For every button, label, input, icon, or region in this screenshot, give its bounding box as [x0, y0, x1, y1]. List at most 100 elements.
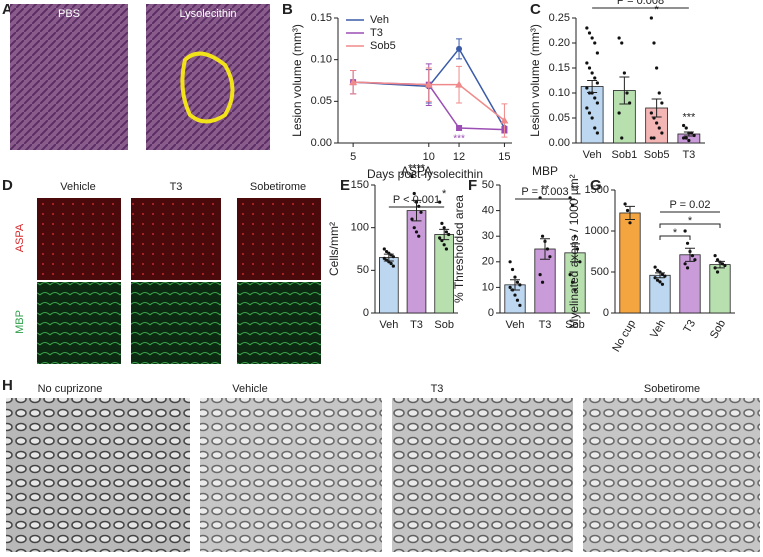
significance-bracket	[659, 223, 721, 228]
data-point	[545, 247, 550, 251]
panel-label: A	[2, 1, 13, 18]
error-bar	[685, 247, 695, 262]
error-bar	[625, 205, 635, 221]
error-bar	[383, 253, 394, 262]
x-tick-label: T3	[539, 319, 552, 331]
data-point	[548, 255, 552, 259]
chart-title: ASPA	[401, 164, 432, 178]
y-tick-label: 40	[482, 205, 494, 217]
y-axis-label: Lesion volume (mm³)	[290, 24, 304, 137]
data-point	[444, 230, 449, 234]
data-point	[585, 106, 589, 110]
error-bar	[715, 260, 725, 269]
bar	[709, 264, 731, 314]
fluorescence-image	[131, 198, 221, 280]
significance-label: *	[673, 227, 678, 239]
data-point	[568, 273, 572, 277]
data-point	[570, 203, 575, 208]
data-point	[685, 241, 690, 245]
data-point	[657, 126, 661, 130]
data-point	[595, 131, 599, 135]
data-point	[442, 226, 446, 230]
x-tick-label: No cup	[610, 318, 638, 354]
data-point	[573, 234, 577, 238]
data-point	[652, 41, 656, 45]
data-point	[660, 101, 664, 105]
significance-label: **	[541, 184, 550, 196]
y-tick-label: 0.15	[311, 12, 332, 24]
significance-bracket	[659, 235, 691, 240]
significance-label: *	[688, 215, 693, 227]
significance-label: **	[571, 184, 580, 196]
data-point	[655, 278, 660, 282]
data-point	[513, 275, 517, 279]
column-label: Vehicle	[60, 181, 95, 193]
bar	[379, 257, 399, 314]
fluorescence-image	[37, 198, 121, 280]
data-point	[682, 136, 686, 140]
data-point	[438, 236, 442, 240]
bar	[580, 86, 604, 144]
y-tick-label: 0.10	[549, 87, 570, 99]
marker	[424, 80, 433, 88]
x-tick-label: 15	[498, 151, 510, 163]
data-point	[625, 91, 629, 95]
marker	[349, 78, 358, 86]
data-point	[657, 91, 661, 95]
data-point	[595, 51, 599, 55]
data-point	[587, 31, 592, 35]
data-point	[540, 234, 545, 238]
data-point	[715, 270, 720, 274]
data-point	[595, 81, 599, 85]
data-point	[585, 86, 589, 90]
data-point	[590, 116, 594, 120]
x-tick-label: 12	[453, 151, 465, 163]
x-tick-label: Veh	[648, 318, 668, 340]
data-point	[442, 243, 446, 247]
error-bar	[510, 279, 520, 291]
y-tick-label: 50	[482, 179, 494, 191]
error-bar	[587, 80, 598, 93]
marker	[455, 80, 464, 88]
y-tick-label: 0.00	[549, 137, 570, 149]
data-point	[593, 126, 597, 130]
data-point	[660, 131, 664, 135]
data-point	[590, 36, 594, 40]
significance-label: *	[654, 4, 659, 16]
bar	[406, 210, 427, 314]
image-label: Lysolecithin	[179, 8, 236, 20]
data-point	[440, 221, 444, 225]
data-point	[655, 268, 660, 272]
y-axis-label: Myelinated axons / 1000 µm²	[567, 174, 581, 328]
data-point	[655, 66, 659, 70]
y-axis-label: Cells/mm²	[327, 222, 341, 276]
series-line	[353, 81, 505, 122]
data-point	[389, 261, 393, 266]
significance-label: ****	[408, 162, 426, 174]
data-point	[663, 274, 667, 278]
histology-image	[146, 4, 270, 150]
data-point	[649, 16, 653, 20]
data-point	[391, 255, 395, 259]
data-point	[513, 293, 517, 297]
legend-label: Sob5	[370, 40, 396, 52]
significance-label: ***	[453, 134, 465, 145]
y-tick-label: 0.15	[549, 62, 570, 74]
data-point	[508, 285, 512, 289]
y-tick-label: 10	[482, 281, 494, 293]
data-point	[391, 264, 395, 268]
row-label: MBP	[14, 310, 26, 334]
data-point	[593, 96, 597, 100]
y-tick-label: 500	[591, 266, 609, 278]
image-label: Sobetirome	[644, 383, 700, 395]
data-point	[623, 202, 627, 206]
data-point	[684, 126, 688, 130]
data-point	[620, 136, 624, 140]
y-axis-label: Lesion volume (mm³)	[528, 24, 542, 137]
p-value-label: P = 0.02	[669, 199, 710, 211]
y-tick-label: 0.10	[311, 54, 332, 66]
x-tick-label: Veh	[506, 319, 525, 331]
micrograph	[6, 398, 190, 552]
micrograph	[392, 398, 573, 552]
data-point	[518, 283, 522, 287]
